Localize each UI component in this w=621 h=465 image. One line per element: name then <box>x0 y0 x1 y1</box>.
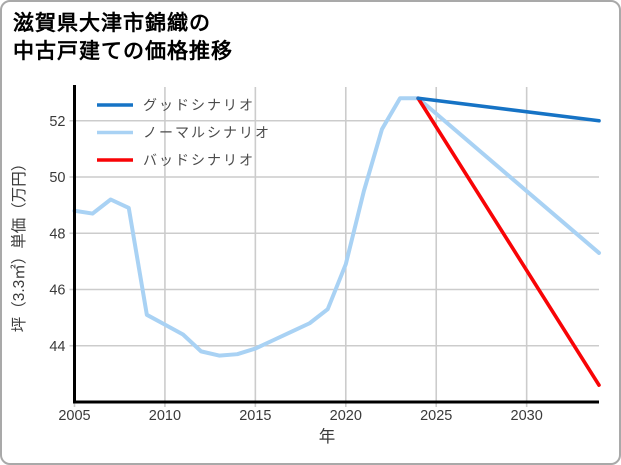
series-line-good <box>416 96 601 123</box>
x-tick-label: 2020 <box>330 408 362 424</box>
legend-label: バッドシナリオ <box>143 152 255 168</box>
y-axis-label: 坪（3.3㎡）単価（万円） <box>10 156 28 333</box>
chart-title-line2: 中古戸建ての価格推移 <box>13 40 233 63</box>
y-tick-label: 48 <box>49 226 65 242</box>
series-line-normal <box>72 96 601 358</box>
chart-title-line1: 滋賀県大津市錦織の <box>13 12 211 35</box>
x-tick-label: 2015 <box>239 408 271 424</box>
y-tick-label: 44 <box>49 339 65 355</box>
y-tick-label: 50 <box>49 170 65 186</box>
series-line-bad <box>416 96 601 387</box>
x-axis-label: 年 <box>319 427 336 446</box>
x-tick-label: 2025 <box>420 408 452 424</box>
x-tick-label: 2005 <box>58 408 90 424</box>
x-tick-label: 2010 <box>149 408 181 424</box>
legend-label: グッドシナリオ <box>143 97 255 113</box>
legend-label: ノーマルシナリオ <box>143 125 271 141</box>
y-tick-label: 46 <box>49 283 65 299</box>
chart-title: 滋賀県大津市錦織の 中古戸建ての価格推移 <box>13 10 233 66</box>
x-tick-label: 2030 <box>511 408 543 424</box>
y-tick-label: 52 <box>49 114 65 130</box>
